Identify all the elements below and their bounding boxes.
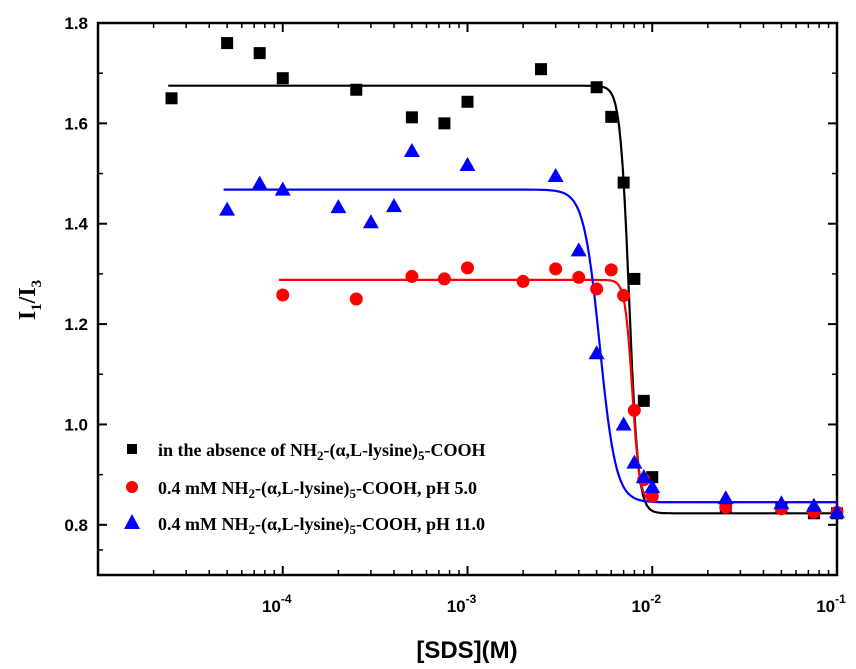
fit-line-series-2	[223, 188, 837, 504]
data-point-square	[628, 272, 641, 285]
data-point-square	[276, 72, 289, 85]
legend-label-ph11: 0.4 mM NH2-(α,L-lysine)5-COOH, pH 11.0	[158, 514, 485, 537]
data-point-triangle	[626, 454, 643, 469]
y-tick-label: 1.0	[64, 415, 88, 434]
data-point-triangle	[805, 497, 822, 512]
data-point-square	[253, 47, 266, 60]
data-point-triangle	[459, 157, 476, 172]
data-point-triangle	[219, 201, 236, 216]
data-point-triangle	[403, 142, 420, 157]
data-point-square	[221, 37, 234, 50]
data-point-triangle	[773, 495, 790, 510]
data-point-square	[590, 81, 603, 94]
x-axis: 10-4 10-3 10-2 10-1	[152, 23, 846, 616]
data-point-triangle	[330, 199, 347, 214]
x-axis-label: [SDS](M)	[416, 637, 517, 664]
data-point-square	[617, 176, 630, 189]
y-axis: 0.8 1.0 1.2 1.4 1.6 1.8	[64, 14, 837, 551]
data-point-square	[535, 63, 548, 76]
data-point-circle	[516, 274, 530, 288]
legend-label-absence: in the absence of NH2-(α,L-lysine)5-COOH	[158, 440, 486, 463]
data-point-circle	[617, 288, 631, 302]
data-point-circle	[349, 292, 363, 306]
data-point-triangle	[588, 345, 605, 360]
data-point-circle	[405, 269, 419, 283]
legend-marker-circle	[126, 481, 138, 493]
data-point-triangle	[644, 479, 661, 494]
legend-marker-square	[127, 444, 137, 454]
data-point-circle	[461, 261, 474, 275]
y-tick-label: 1.2	[64, 315, 88, 334]
x-tick-label: 10-1	[816, 592, 846, 616]
x-tick-label: 10-3	[447, 592, 477, 616]
data-point-square	[637, 394, 650, 407]
data-point-triangle	[570, 242, 587, 257]
legend-label-ph5: 0.4 mM NH2-(α,L-lysine)5-COOH, pH 5.0	[158, 478, 477, 501]
data-point-triangle	[615, 416, 632, 431]
data-point-triangle	[547, 168, 564, 183]
data-point-square	[605, 110, 618, 123]
data-point-circle	[549, 262, 563, 276]
data-point-circle	[276, 288, 290, 302]
data-point-triangle	[717, 490, 734, 505]
data-point-square	[438, 117, 451, 130]
data-point-square	[461, 95, 474, 108]
y-tick-label: 1.4	[64, 215, 88, 234]
legend-entry-absence: in the absence of NH2-(α,L-lysine)5-COOH	[127, 440, 486, 463]
x-tick-label: 10-4	[262, 592, 292, 616]
y-tick-label: 1.6	[64, 114, 88, 133]
data-point-circle	[627, 403, 641, 417]
data-point-circle	[604, 263, 618, 277]
data-markers	[165, 37, 845, 520]
data-point-triangle	[362, 214, 379, 229]
legend-marker-triangle	[124, 514, 140, 529]
x-tick-label: 10-2	[631, 592, 661, 616]
y-axis-label: I1/I3	[15, 280, 45, 320]
data-point-circle	[590, 282, 604, 296]
legend-entry-ph11: 0.4 mM NH2-(α,L-lysine)5-COOH, pH 11.0	[124, 514, 485, 537]
data-point-circle	[437, 272, 451, 286]
data-point-triangle	[274, 181, 291, 196]
legend-entry-ph5: 0.4 mM NH2-(α,L-lysine)5-COOH, pH 5.0	[126, 478, 477, 501]
data-point-triangle	[385, 198, 402, 213]
data-point-triangle	[251, 175, 268, 190]
y-tick-label: 1.8	[64, 14, 88, 33]
data-point-square	[165, 92, 178, 105]
y-tick-label: 0.8	[64, 516, 88, 535]
data-point-triangle	[829, 504, 845, 519]
data-point-circle	[572, 270, 586, 284]
fit-line-series-1	[279, 278, 837, 504]
data-point-square	[405, 111, 418, 124]
legend: in the absence of NH2-(α,L-lysine)5-COOH…	[124, 440, 486, 537]
data-point-square	[350, 83, 363, 96]
data-point-triangle	[635, 469, 652, 484]
